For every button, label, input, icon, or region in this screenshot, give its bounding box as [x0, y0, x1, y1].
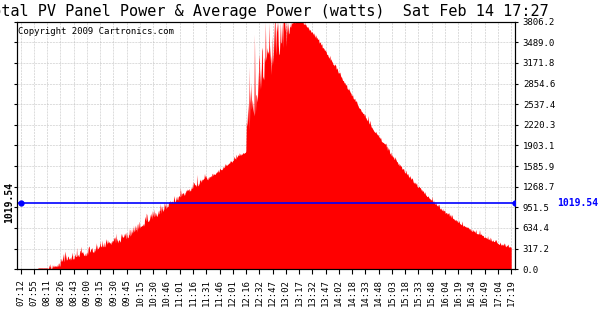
Text: 1019.54: 1019.54 — [557, 198, 599, 208]
Text: Copyright 2009 Cartronics.com: Copyright 2009 Cartronics.com — [18, 27, 174, 36]
Text: 1019.54: 1019.54 — [4, 182, 14, 224]
Title: Total PV Panel Power & Average Power (watts)  Sat Feb 14 17:27: Total PV Panel Power & Average Power (wa… — [0, 4, 549, 19]
